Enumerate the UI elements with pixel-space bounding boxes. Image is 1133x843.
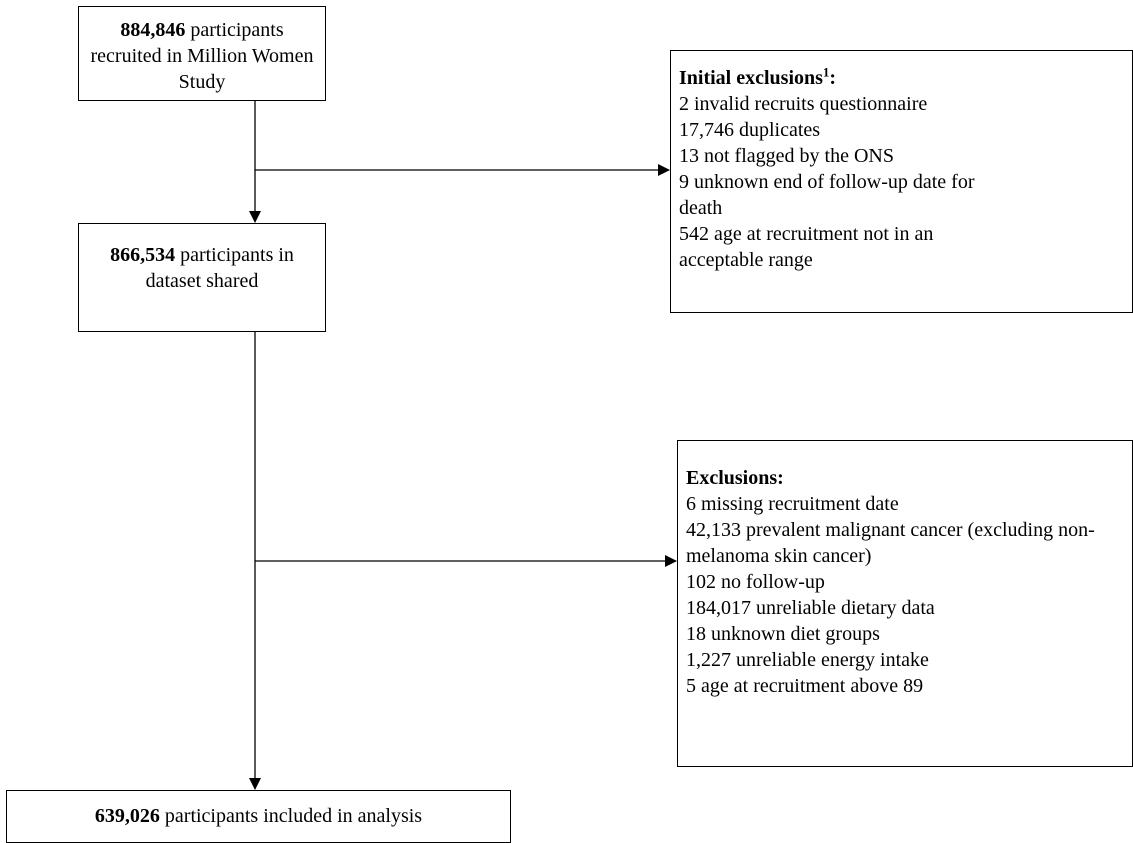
exclusion-item: 17,746 duplicates (679, 119, 821, 141)
node-count: 866,534 (110, 244, 176, 266)
node-box: 639,026 participants included in analysi… (6, 790, 511, 843)
exclusion-item: 6 missing recruitment date (686, 493, 899, 515)
title-suffix: : (829, 67, 837, 89)
footnote-mark: 1 (822, 64, 830, 80)
title-text: Initial exclusions (679, 67, 823, 89)
exclusion-item: 184,017 unreliable dietary data (686, 597, 935, 619)
exclusion-item: 18 unknown diet groups (686, 623, 880, 645)
node-text: participants in dataset shared (145, 244, 294, 292)
exclusion-item: 1,227 unreliable energy intake (686, 649, 929, 671)
exclusion-item: 42,133 prevalent malignant cancer (exclu… (686, 519, 1095, 567)
exclusion-box: Exclusions: 6 missing recruitment date 42… (677, 440, 1133, 767)
exclusion-title: Initial exclusions1: (679, 65, 1022, 91)
exclusion-item: 2 invalid recruits questionnaire (679, 93, 928, 115)
exclusion-item: 13 not flagged by the ONS (679, 145, 894, 167)
node-count: 639,026 (94, 805, 160, 827)
exclusion-item: 102 no follow-up (686, 571, 825, 593)
exclusion-item: 9 unknown end of follow-up date for deat… (679, 171, 975, 219)
exclusion-item: 5 age at recruitment above 89 (686, 675, 924, 697)
node-text: participants recruited in Million Women … (90, 19, 314, 93)
exclusion-box: Initial exclusions1: 2 invalid recruits … (670, 50, 1133, 313)
exclusion-item: 542 age at recruitment not in an accepta… (679, 223, 934, 271)
node-box: 866,534 participants in dataset shared (78, 223, 326, 332)
node-count: 884,846 (120, 19, 186, 41)
node-box: 884,846 participants recruited in Millio… (78, 6, 326, 101)
node-text: participants included in analysis (164, 805, 423, 827)
title-text: Exclusions: (686, 467, 784, 489)
exclusion-title: Exclusions: (686, 465, 1124, 491)
